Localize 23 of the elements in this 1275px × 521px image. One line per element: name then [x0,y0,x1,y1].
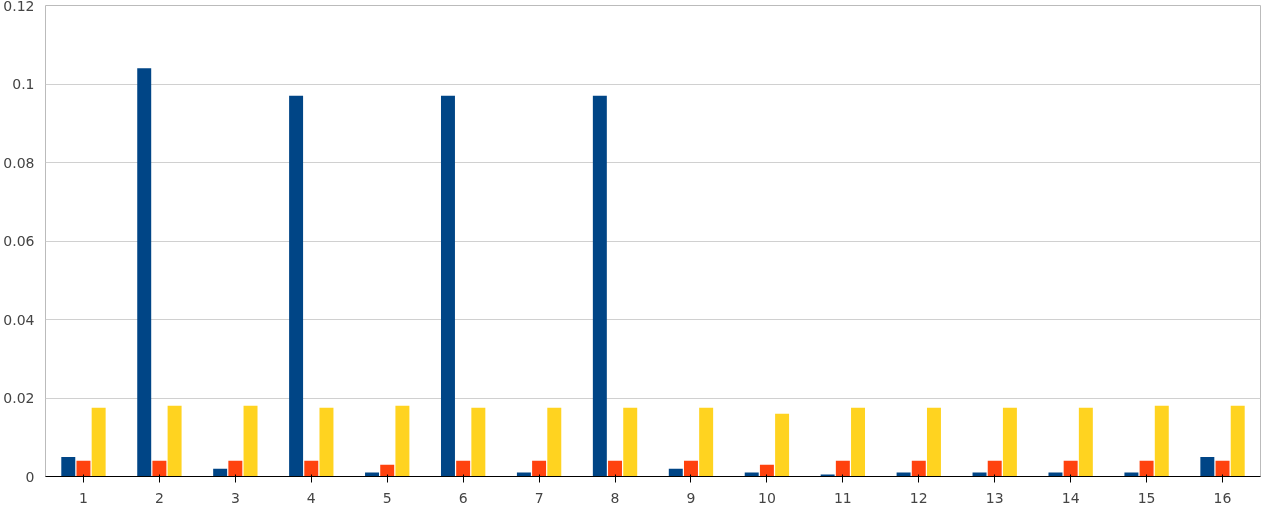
y-tick-label: 0.02 [3,390,35,406]
y-tick-label: 0.04 [3,311,35,328]
x-tick-label: 9 [686,489,696,506]
x-tick-label: 11 [833,489,852,506]
x-tick-label: 6 [458,489,468,506]
x-tick-label: 2 [154,489,164,506]
x-tick-label: 12 [909,489,928,506]
x-tick-label: 3 [230,489,240,506]
x-tick-label: 7 [534,489,544,506]
x-tick-label: 15 [1137,489,1156,506]
x-tick-label: 13 [985,489,1004,506]
x-tick-label: 5 [382,489,392,506]
x-tick-label: 4 [306,489,316,506]
x-tick-label: 10 [758,489,776,506]
x-tick-label: 16 [1213,489,1232,506]
y-tick-label: 0.06 [3,233,35,249]
x-tick-label: 1 [79,489,88,506]
x-tick-label: 14 [1061,489,1080,506]
y-tick-label: 0.12 [3,0,35,14]
y-tick-label: 0.1 [12,76,35,92]
x-tick-label: 8 [610,489,620,506]
y-tick-label: 0.08 [3,154,35,171]
y-tick-label: 0 [25,468,35,485]
